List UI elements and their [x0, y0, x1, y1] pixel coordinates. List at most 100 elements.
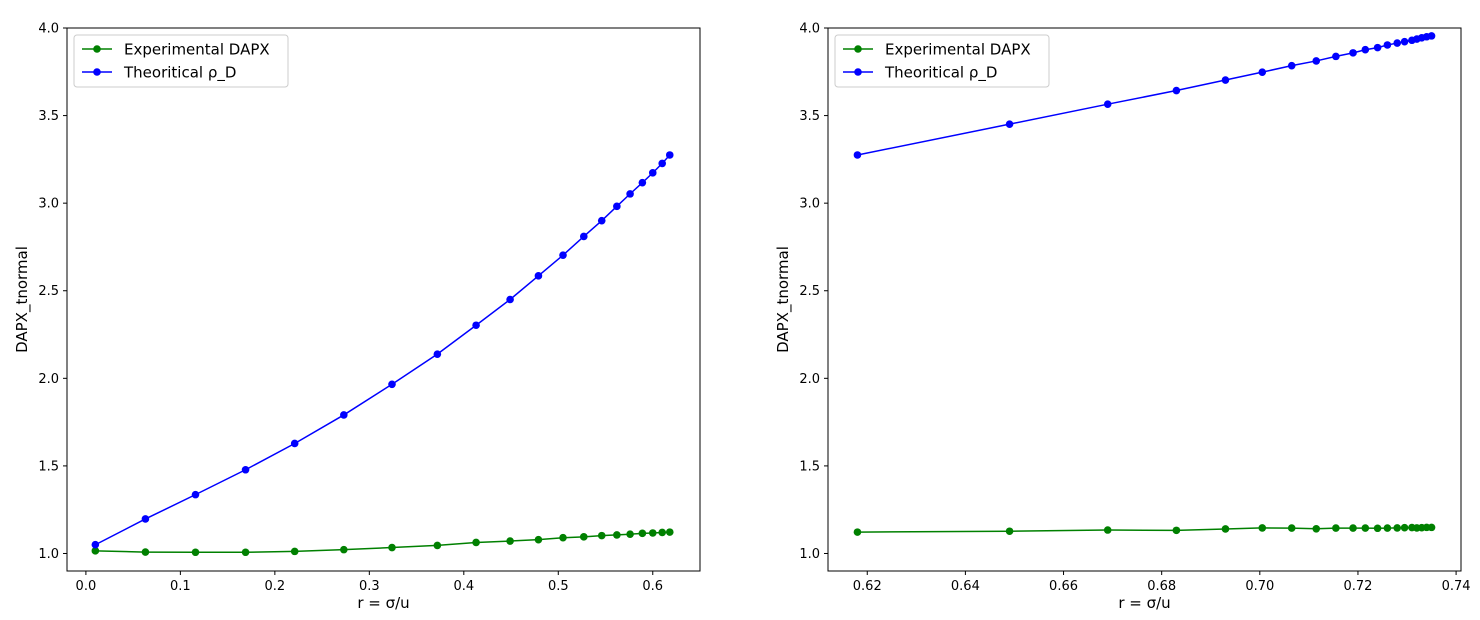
data-point [340, 545, 348, 554]
data-point [613, 531, 621, 539]
data-point [1103, 526, 1112, 534]
data-point [1373, 43, 1382, 52]
data-point [1393, 524, 1402, 532]
legend: Experimental DAPX Theoritical ρ_D [73, 34, 289, 88]
data-point [1383, 41, 1392, 49]
data-point [1427, 32, 1436, 40]
legend-label: Theoritical ρ_D [884, 64, 997, 83]
data-point [1361, 524, 1370, 532]
chart-2: 0.62 0.64 0.66 0.68 0.70 0.72 0.74 1.0 1.5 2.0 2.5… [774, 22, 1471, 613]
data-point [1005, 527, 1014, 536]
data-point [638, 178, 647, 187]
x-tick-label: 0.64 [951, 579, 980, 594]
x-tick-label: 0.66 [1049, 579, 1078, 594]
series-experimental [853, 523, 1436, 536]
data-point [290, 439, 299, 448]
y-tick-label: 4.0 [799, 22, 820, 37]
data-point [1172, 86, 1181, 95]
y-tick-label: 3.5 [799, 109, 820, 124]
data-point [1172, 526, 1181, 535]
data-point [241, 548, 250, 557]
data-point [91, 547, 100, 555]
data-point [1427, 523, 1436, 532]
data-point [472, 538, 480, 547]
data-point [638, 529, 647, 538]
y-axis-label: DAPX_tnormal [774, 246, 793, 353]
legend: Experimental DAPX Theoritical ρ_D [834, 34, 1050, 88]
x-tick-label: 0.0 [76, 579, 97, 594]
data-point [648, 169, 657, 177]
legend-marker [854, 45, 862, 53]
legend-label: Theoritical ρ_D [123, 64, 236, 83]
data-point [472, 321, 480, 330]
data-point [534, 535, 543, 544]
y-tick-label: 2.0 [799, 372, 820, 387]
x-tick-label: 0.74 [1442, 579, 1471, 594]
data-point [613, 202, 621, 211]
data-point [1373, 524, 1382, 533]
legend-marker [93, 68, 101, 76]
y-tick-label: 3.0 [38, 197, 59, 212]
plot-frame [66, 27, 701, 572]
data-point [597, 531, 606, 540]
data-point [241, 465, 250, 474]
data-point [1332, 524, 1340, 532]
data-point [433, 541, 442, 550]
data-point [579, 533, 588, 541]
series-theoretical [91, 151, 674, 549]
x-tick-label: 0.68 [1147, 579, 1176, 594]
legend-label: Experimental DAPX [124, 41, 270, 59]
data-point [506, 537, 514, 545]
data-point [665, 151, 674, 159]
data-point [1258, 524, 1267, 532]
series-experimental [91, 528, 674, 557]
data-point [191, 490, 200, 499]
y-tick-label: 2.5 [38, 284, 59, 299]
x-tick-label: 0.1 [170, 579, 191, 594]
data-point [1332, 52, 1340, 61]
data-point [290, 547, 299, 556]
data-point [559, 251, 567, 259]
x-tick-label: 0.72 [1343, 579, 1372, 594]
data-point [141, 548, 150, 556]
y-tick-label: 2.5 [799, 284, 820, 299]
y-tick-label: 1.5 [799, 459, 820, 474]
y-axis-label: DAPX_tnormal [13, 246, 32, 353]
y-tick-label: 3.5 [38, 109, 59, 124]
data-point [388, 543, 396, 552]
data-point [1349, 524, 1357, 532]
data-point [1221, 76, 1230, 84]
legend-box [834, 34, 1050, 88]
data-point [658, 159, 667, 168]
legend-label: Experimental DAPX [885, 41, 1031, 59]
x-tick-label: 0.6 [642, 579, 663, 594]
series-line [857, 526, 1432, 533]
data-point [579, 232, 588, 241]
data-point [658, 528, 667, 537]
y-tick-label: 3.0 [799, 197, 820, 212]
data-point [1287, 61, 1296, 70]
y-tick-label: 1.5 [38, 459, 59, 474]
data-point [1400, 523, 1409, 532]
y-tick-label: 1.0 [38, 547, 59, 562]
legend-box [73, 34, 289, 88]
data-point [1258, 68, 1267, 76]
data-point [597, 216, 606, 225]
data-point [191, 548, 200, 557]
data-point [1349, 49, 1357, 57]
series-theoretical [853, 32, 1436, 159]
data-point [559, 533, 567, 542]
data-point [1361, 45, 1370, 54]
data-point [1312, 57, 1321, 65]
data-point [853, 528, 862, 536]
x-tick-label: 0.5 [548, 579, 569, 594]
data-point [1393, 39, 1402, 47]
data-point [506, 295, 514, 304]
data-point [1005, 120, 1014, 128]
plot-frame [827, 27, 1462, 572]
data-point [1103, 100, 1112, 108]
series-line [94, 154, 671, 546]
data-point [648, 529, 657, 537]
chart-1: 0.0 0.1 0.2 0.3 0.4 0.5 0.6 1.0 1.5 2.0 2.5 3.0 3.5 4… [13, 22, 701, 612]
